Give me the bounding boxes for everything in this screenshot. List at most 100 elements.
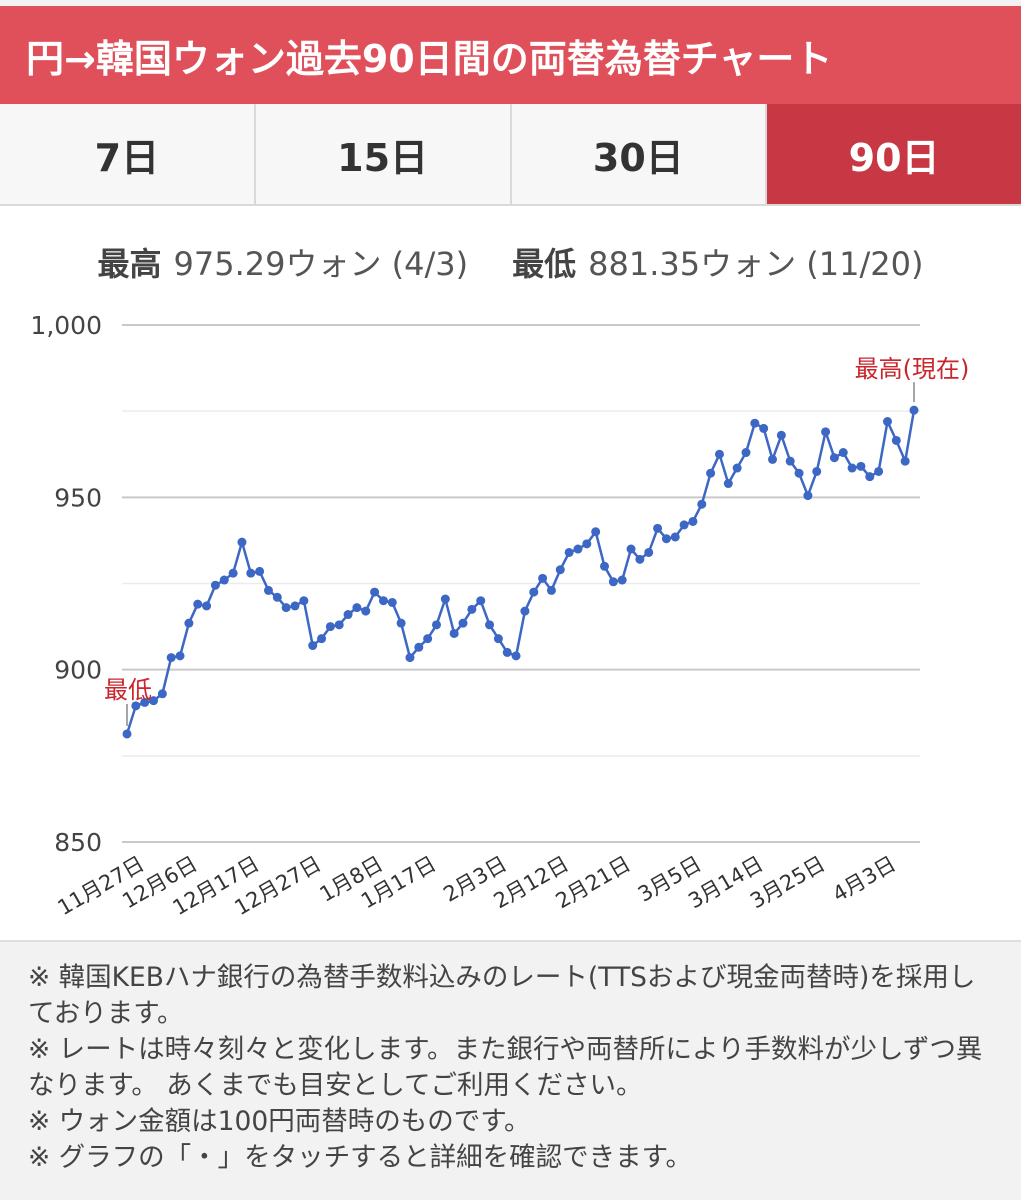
data-point bbox=[476, 596, 486, 606]
y-tick-label: 950 bbox=[54, 483, 102, 512]
data-point bbox=[255, 566, 265, 576]
tab-15-days[interactable]: 15日 bbox=[255, 104, 512, 204]
data-point bbox=[157, 689, 167, 699]
data-point bbox=[414, 642, 424, 652]
data-point bbox=[449, 628, 459, 638]
data-point bbox=[272, 592, 282, 602]
data-point bbox=[493, 634, 503, 644]
high-value: 975.29ウォン (4/3) bbox=[173, 245, 469, 283]
data-point bbox=[635, 554, 645, 564]
data-point bbox=[838, 448, 848, 458]
data-point bbox=[502, 647, 512, 657]
data-point bbox=[670, 532, 680, 542]
data-point bbox=[661, 534, 671, 544]
data-point bbox=[706, 468, 716, 478]
data-point bbox=[546, 585, 556, 595]
data-point bbox=[175, 651, 185, 661]
data-point bbox=[856, 461, 866, 471]
data-point bbox=[891, 435, 901, 445]
data-point bbox=[370, 587, 380, 597]
data-point bbox=[555, 565, 565, 575]
data-point bbox=[166, 653, 176, 663]
data-point bbox=[290, 601, 300, 611]
data-point bbox=[538, 573, 548, 583]
data-point bbox=[644, 547, 654, 557]
data-point bbox=[750, 418, 760, 428]
data-point bbox=[202, 601, 212, 611]
data-point bbox=[874, 466, 884, 476]
high-summary: 最高 975.29ウォン (4/3) bbox=[98, 239, 469, 285]
low-value: 881.35ウォン (11/20) bbox=[588, 245, 924, 283]
notes-panel: ※ 韓国KEBハナ銀行の為替手数料込みのレート(TTSおよび現金両替時)を採用し… bbox=[0, 940, 1021, 1200]
data-point bbox=[228, 568, 238, 578]
data-point bbox=[334, 620, 344, 630]
data-point bbox=[193, 599, 203, 609]
data-point bbox=[131, 701, 141, 711]
data-point bbox=[768, 454, 778, 464]
data-point bbox=[263, 585, 273, 595]
data-point bbox=[352, 603, 362, 613]
data-point bbox=[723, 479, 733, 489]
data-point bbox=[149, 696, 159, 706]
data-point bbox=[600, 561, 610, 571]
data-point bbox=[821, 427, 831, 437]
data-point bbox=[467, 604, 477, 614]
note-amount-basis: ※ ウォン金額は100円両替時のものです。 bbox=[28, 1106, 531, 1137]
data-point bbox=[431, 620, 441, 630]
data-point bbox=[520, 606, 530, 616]
data-point bbox=[485, 620, 495, 630]
data-point bbox=[219, 575, 229, 585]
data-point bbox=[679, 520, 689, 530]
note-rate-source: ※ 韓国KEBハナ銀行の為替手数料込みのレート(TTSおよび現金両替時)を採用し… bbox=[28, 962, 976, 1029]
data-point bbox=[617, 575, 627, 585]
data-point bbox=[688, 516, 698, 526]
data-point bbox=[237, 537, 247, 547]
data-point bbox=[299, 596, 309, 606]
page-header: 円→韓国ウォン過去90日間の両替為替チャート bbox=[0, 0, 1021, 104]
rate-summary: 最高 975.29ウォン (4/3) 最低 881.35ウォン (11/20) bbox=[0, 232, 1021, 292]
low-label: 最低 bbox=[512, 245, 577, 283]
data-point bbox=[387, 597, 397, 607]
data-point bbox=[511, 651, 521, 661]
data-point bbox=[794, 468, 804, 478]
low-annotation: 最低 bbox=[104, 676, 152, 704]
tab-90-days[interactable]: 90日 bbox=[767, 104, 1021, 204]
data-point bbox=[423, 634, 433, 644]
data-point bbox=[458, 618, 468, 628]
note-rate-variation: ※ レートは時々刻々と変化します。また銀行や両替所により手数料が少しずつ異なりま… bbox=[28, 1034, 983, 1101]
data-point bbox=[741, 448, 751, 458]
tab-7-days[interactable]: 7日 bbox=[0, 104, 256, 204]
data-point bbox=[317, 634, 327, 644]
data-point bbox=[626, 544, 636, 554]
data-point bbox=[308, 641, 318, 651]
data-point bbox=[653, 523, 663, 533]
data-point bbox=[759, 423, 769, 433]
data-point bbox=[591, 527, 601, 537]
data-point bbox=[582, 539, 592, 549]
data-point bbox=[361, 606, 371, 616]
x-tick-label: 4月3日 bbox=[828, 852, 900, 907]
data-point bbox=[405, 653, 415, 663]
data-point bbox=[697, 499, 707, 509]
page-title: 円→韓国ウォン過去90日間の両替為替チャート bbox=[26, 36, 833, 81]
data-point bbox=[140, 697, 150, 707]
high-annotation: 最高(現在) bbox=[855, 355, 970, 383]
data-point bbox=[281, 603, 291, 613]
data-point bbox=[829, 453, 839, 463]
data-point bbox=[847, 463, 857, 473]
data-point bbox=[343, 610, 353, 620]
data-point bbox=[732, 463, 742, 473]
note-touch-hint: ※ グラフの「・」をタッチすると詳細を確認できます。 bbox=[28, 1142, 692, 1173]
data-point bbox=[900, 456, 910, 466]
data-point bbox=[776, 430, 786, 440]
y-tick-label: 1,000 bbox=[30, 311, 102, 340]
tab-30-days[interactable]: 30日 bbox=[511, 104, 768, 204]
high-label: 最高 bbox=[97, 245, 162, 283]
data-point bbox=[529, 587, 539, 597]
data-point bbox=[396, 618, 406, 628]
data-point bbox=[210, 580, 220, 590]
low-summary: 最低 881.35ウォン (11/20) bbox=[512, 239, 923, 285]
data-point bbox=[865, 472, 875, 482]
data-point bbox=[812, 466, 822, 476]
data-point bbox=[246, 568, 256, 578]
